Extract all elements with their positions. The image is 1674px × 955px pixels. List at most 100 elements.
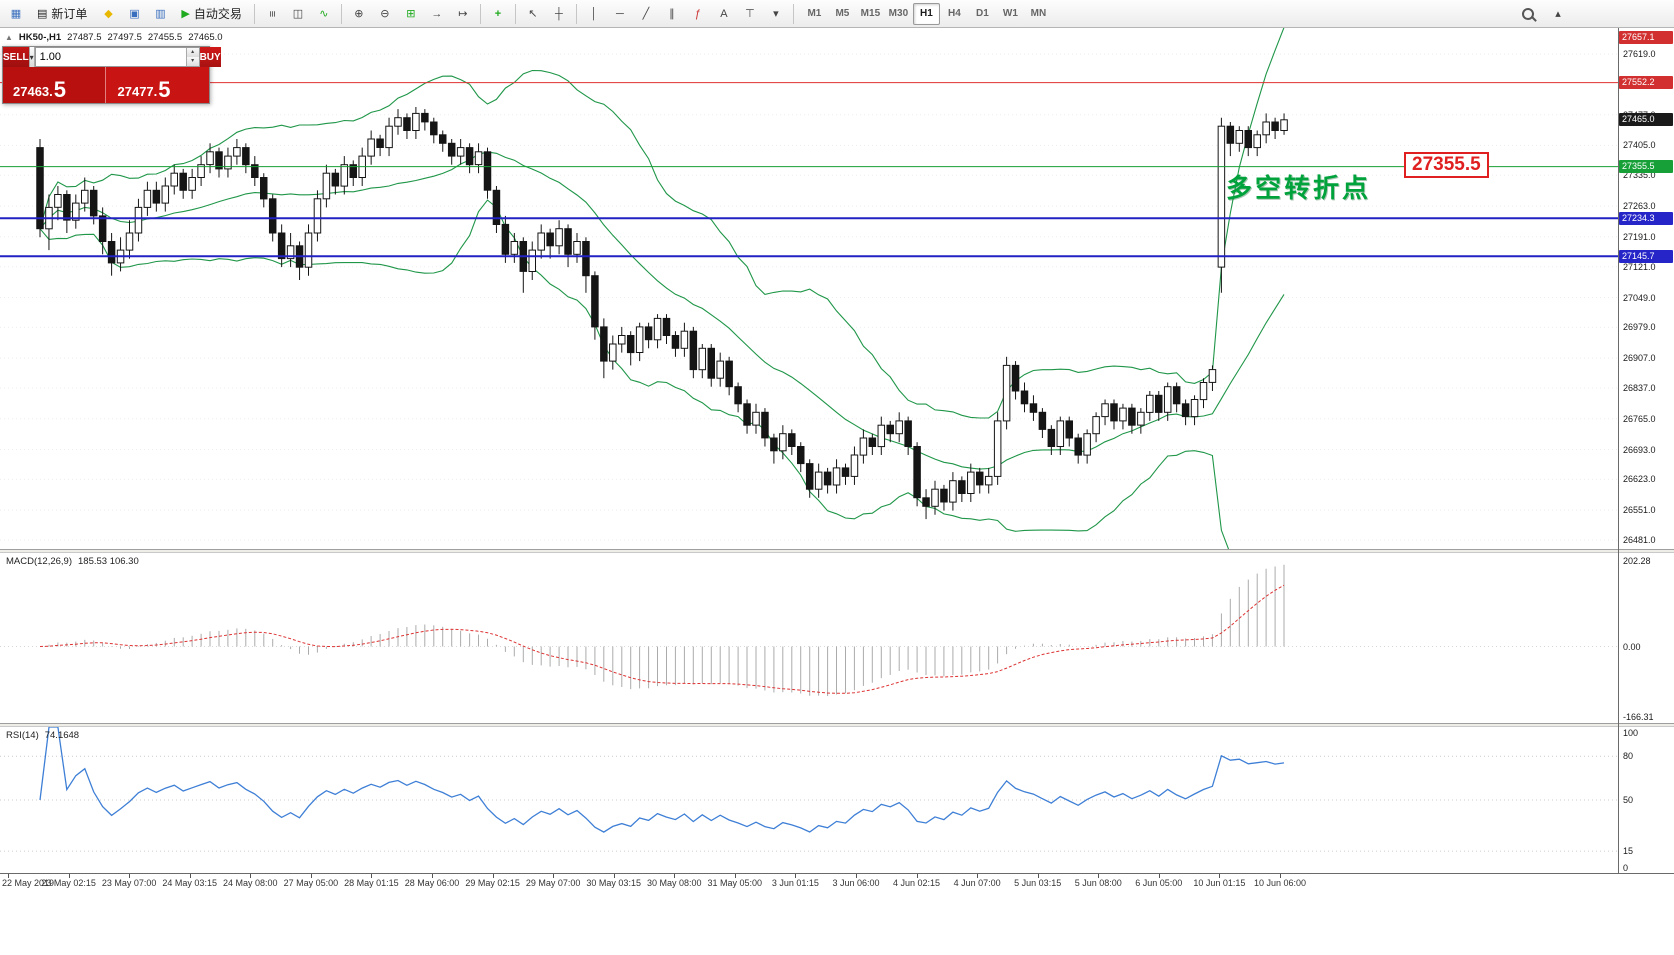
collapse-toolbar-icon[interactable]: ▴	[1555, 8, 1561, 20]
new-order-button[interactable]: ▤ 新订单	[30, 2, 94, 26]
time-axis-label: 29 May 02:15	[465, 878, 520, 888]
time-axis-tick	[492, 874, 494, 878]
cursor-icon[interactable]: ↖	[528, 8, 538, 20]
data-window-icon[interactable]: ▥	[155, 8, 166, 20]
indicators-icon[interactable]: +	[494, 7, 502, 20]
macd-axis[interactable]: 202.28 0.00 -166.31	[1619, 553, 1674, 723]
price-axis-label: 26551.0	[1623, 505, 1656, 516]
timeframe-button-m30[interactable]: M30	[888, 7, 909, 19]
time-axis-label: 30 May 03:15	[586, 878, 641, 888]
chart-ohlc-title: ▲ HK50-,H1 27487.5 27497.5 27455.5 27465…	[5, 32, 223, 43]
turning-point-annotation[interactable]: 多空转折点	[1226, 173, 1372, 203]
timeframe-button-d1[interactable]: D1	[976, 7, 989, 19]
rsi-axis-label: 0	[1623, 863, 1629, 873]
time-axis-tick	[310, 874, 312, 878]
channel-icon[interactable]: ∥	[669, 8, 675, 20]
ohlc-close: 27465.0	[188, 32, 223, 43]
timeframe-button-m5[interactable]: M5	[835, 7, 850, 19]
chevron-down-icon: ▾	[29, 52, 34, 62]
rsi-label: RSI(14) 74.1648	[6, 730, 80, 741]
sell-price[interactable]: 27463. 5	[3, 67, 105, 103]
time-axis-label: 24 May 08:00	[223, 878, 278, 888]
time-axis[interactable]: 22 May 2019 23 May 02:15 23 May 07:00 24 Ma…	[0, 873, 1674, 955]
time-axis-label: 10 Jun 06:00	[1253, 878, 1307, 888]
auto-scroll-icon[interactable]: →	[431, 7, 443, 20]
zoom-in-icon[interactable]: ⊕	[354, 8, 364, 20]
time-axis-tick	[553, 874, 555, 878]
profiles-icon[interactable]: ▣	[129, 8, 140, 20]
app-menu-icon[interactable]: ▦	[10, 8, 22, 20]
label-tool-icon[interactable]: ⊤	[745, 8, 755, 20]
volume-spinner-down[interactable]: ▾	[185, 57, 199, 66]
mql5-icon[interactable]: ◆	[104, 8, 113, 20]
time-axis-label: 4 Jun 02:15	[892, 878, 941, 888]
price-axis-label: 26623.0	[1623, 474, 1656, 485]
time-axis-tick	[916, 874, 918, 878]
vertical-line-icon[interactable]: │	[590, 7, 598, 20]
toolbar-separator	[479, 3, 481, 24]
macd-signal-line	[39, 584, 1285, 694]
new-order-icon: ▤	[37, 8, 48, 20]
text-tool-icon[interactable]: A	[720, 7, 728, 20]
price-chart[interactable]	[0, 28, 1618, 549]
sell-button[interactable]: SELL	[3, 47, 29, 67]
panel-separator[interactable]	[0, 723, 1674, 727]
timeframe-group: M1 M5 M15 M30 H1 H4 D1 W1 MN	[801, 2, 1052, 25]
time-axis-tick	[371, 874, 373, 878]
buy-button[interactable]: BUY	[199, 47, 221, 67]
macd-axis-label: 202.28	[1623, 555, 1651, 566]
fibonacci-icon[interactable]: ƒ	[694, 7, 701, 20]
buy-price[interactable]: 27477. 5	[104, 67, 209, 103]
macd-chart[interactable]	[0, 553, 1618, 723]
zoom-out-icon[interactable]: ⊖	[380, 8, 390, 20]
macd-histogram	[48, 564, 1285, 697]
tile-windows-icon[interactable]: ⊞	[406, 8, 416, 20]
time-axis-label: 31 May 05:00	[707, 878, 763, 888]
timeframe-button-h1[interactable]: H1	[912, 2, 940, 25]
trade-panel-prices: 27463. 5 27477. 5	[3, 67, 209, 103]
volume-input[interactable]	[35, 48, 186, 66]
time-axis-tick	[432, 874, 433, 878]
time-axis-label: 28 May 06:00	[404, 878, 460, 888]
rsi-axis[interactable]: 100 80 50 15 0	[1619, 727, 1674, 873]
price-axis-tag: 27355.5	[1619, 160, 1673, 174]
price-axis-tag: 27465.0	[1619, 113, 1673, 127]
time-axis-label: 22 May 2019	[2, 878, 55, 888]
timeframe-button-m15[interactable]: M15	[860, 7, 881, 19]
candlestick-chart-icon[interactable]: ◫	[292, 8, 304, 20]
bollinger-upper-band	[39, 28, 1285, 419]
horizontal-line-icon[interactable]: ─	[616, 7, 624, 20]
timeframe-button-m1[interactable]: M1	[807, 7, 822, 19]
price-flag-annotation[interactable]: 27355.5	[1404, 152, 1489, 178]
timeframe-button-mn[interactable]: MN	[1030, 7, 1047, 19]
trendline-icon[interactable]: ╱	[642, 8, 650, 20]
timeframe-button-h4[interactable]: H4	[948, 7, 961, 19]
volume-spinner: ▴ ▾	[185, 48, 199, 66]
time-axis-label: 29 May 07:00	[525, 878, 581, 888]
price-axis-tag: 27145.7	[1619, 249, 1673, 263]
crosshair-icon[interactable]: ┼	[555, 7, 563, 20]
price-axis-label: 27335.0	[1623, 170, 1656, 181]
bar-chart-icon[interactable]: ≡	[265, 10, 278, 17]
time-axis-label: 28 May 01:15	[344, 878, 399, 888]
toolbar-separator	[575, 3, 577, 24]
shapes-dropdown-icon[interactable]: ▾	[773, 8, 779, 20]
toolbar-separator	[514, 3, 516, 24]
rsi-chart[interactable]	[0, 727, 1618, 873]
chart-shift-icon[interactable]: ↦	[458, 8, 468, 20]
price-axis-label: 26693.0	[1623, 444, 1656, 455]
panel-separator[interactable]	[0, 549, 1674, 553]
volume-spinner-up[interactable]: ▴	[185, 48, 199, 57]
time-axis-label: 5 Jun 03:15	[1014, 878, 1062, 888]
one-click-trading-panel: SELL ▾ ▴ ▾ BUY 27463.5 27477.5	[2, 46, 221, 104]
timeframe-button-w1[interactable]: W1	[1002, 7, 1018, 19]
line-chart-icon[interactable]: ∿	[319, 8, 329, 20]
macd-values: 185.53 106.30	[78, 556, 139, 567]
price-axis-label: 27191.0	[1623, 231, 1656, 242]
volume-dropdown-button[interactable]: ▾	[28, 47, 35, 67]
auto-trading-button[interactable]: ▶ 自动交易	[174, 2, 248, 26]
time-axis-label: 4 Jun 07:00	[953, 878, 1001, 888]
price-axis-label: 26481.0	[1623, 535, 1656, 545]
price-axis[interactable]: 27619.027477.027405.027335.027263.027191…	[1619, 28, 1674, 549]
search-icon[interactable]	[1516, 2, 1540, 26]
